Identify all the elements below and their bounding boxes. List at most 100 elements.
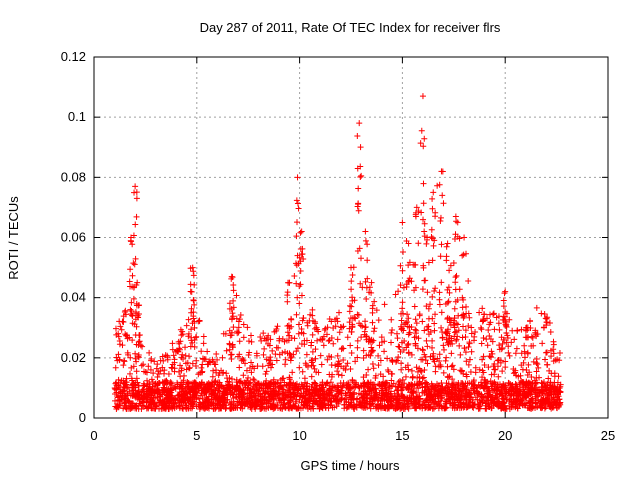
data-point — [334, 388, 341, 395]
data-point — [397, 348, 404, 355]
data-point — [506, 352, 513, 359]
data-point — [130, 400, 137, 407]
data-point — [247, 379, 254, 386]
data-point — [420, 264, 427, 271]
data-point — [314, 337, 321, 344]
data-point — [503, 322, 510, 329]
data-point — [413, 204, 420, 211]
data-point — [112, 325, 119, 332]
data-point — [396, 344, 403, 351]
data-point — [439, 405, 446, 412]
data-point — [146, 399, 153, 406]
data-point — [195, 401, 202, 408]
data-point — [409, 388, 416, 395]
data-point — [169, 365, 176, 372]
data-point — [452, 213, 459, 220]
data-point — [359, 323, 366, 330]
data-point — [495, 320, 502, 327]
data-point — [474, 396, 481, 403]
data-point — [352, 358, 359, 365]
data-point — [294, 219, 301, 226]
data-point — [440, 369, 447, 376]
data-point — [151, 399, 158, 406]
data-point — [505, 343, 512, 350]
data-point — [479, 356, 486, 363]
data-point — [454, 233, 461, 240]
data-point — [326, 382, 333, 389]
data-point — [468, 330, 475, 337]
data-point — [139, 343, 146, 350]
data-point — [463, 358, 470, 365]
data-point — [388, 393, 395, 400]
data-point — [437, 218, 444, 225]
data-point — [460, 400, 467, 407]
data-point — [211, 394, 218, 401]
data-point — [536, 389, 543, 396]
data-point — [297, 258, 304, 265]
data-point — [121, 400, 128, 407]
data-point — [412, 399, 419, 406]
data-point — [425, 386, 432, 393]
data-point — [274, 323, 281, 330]
data-point — [283, 381, 290, 388]
data-point — [250, 376, 257, 383]
data-point — [343, 405, 350, 412]
data-point — [423, 337, 430, 344]
data-point — [144, 369, 151, 376]
data-point — [324, 356, 331, 363]
data-point — [377, 357, 384, 364]
data-point — [510, 398, 517, 405]
data-point — [295, 385, 302, 392]
data-point — [136, 302, 143, 309]
data-point — [155, 380, 162, 387]
data-point — [140, 380, 147, 387]
data-point — [398, 360, 405, 367]
data-point — [202, 383, 209, 390]
data-point — [532, 380, 539, 387]
data-point — [369, 302, 376, 309]
data-point — [133, 368, 140, 375]
data-point — [354, 354, 361, 361]
y-tick-label: 0 — [79, 410, 86, 425]
data-point — [349, 271, 356, 278]
data-point — [134, 312, 141, 319]
data-point — [548, 405, 555, 412]
data-point — [141, 392, 148, 399]
data-point — [233, 379, 240, 386]
data-point — [176, 405, 183, 412]
data-point — [316, 395, 323, 402]
data-point — [229, 342, 236, 349]
data-point — [449, 362, 456, 369]
data-point — [251, 377, 258, 384]
data-point — [551, 379, 558, 386]
data-point — [373, 307, 380, 314]
data-point — [192, 363, 199, 370]
data-point — [180, 356, 187, 363]
data-point — [158, 391, 165, 398]
x-tick-label: 15 — [395, 428, 409, 443]
data-point — [348, 286, 355, 293]
data-point — [347, 366, 354, 373]
data-point — [533, 393, 540, 400]
data-point — [375, 362, 382, 369]
data-point — [245, 352, 252, 359]
data-point — [445, 284, 452, 291]
data-point — [132, 405, 139, 412]
data-point — [297, 405, 304, 412]
data-point — [471, 400, 478, 407]
data-point — [240, 357, 247, 364]
data-point — [229, 274, 236, 281]
data-point — [310, 397, 317, 404]
data-point — [524, 372, 531, 379]
data-point — [145, 363, 152, 370]
data-point — [347, 383, 354, 390]
data-point — [269, 361, 276, 368]
data-point — [438, 241, 445, 248]
data-point — [120, 313, 127, 320]
data-point — [185, 333, 192, 340]
data-point — [215, 396, 222, 403]
data-point — [243, 395, 250, 402]
data-point — [402, 364, 409, 371]
data-point — [146, 349, 153, 356]
data-point — [479, 374, 486, 381]
